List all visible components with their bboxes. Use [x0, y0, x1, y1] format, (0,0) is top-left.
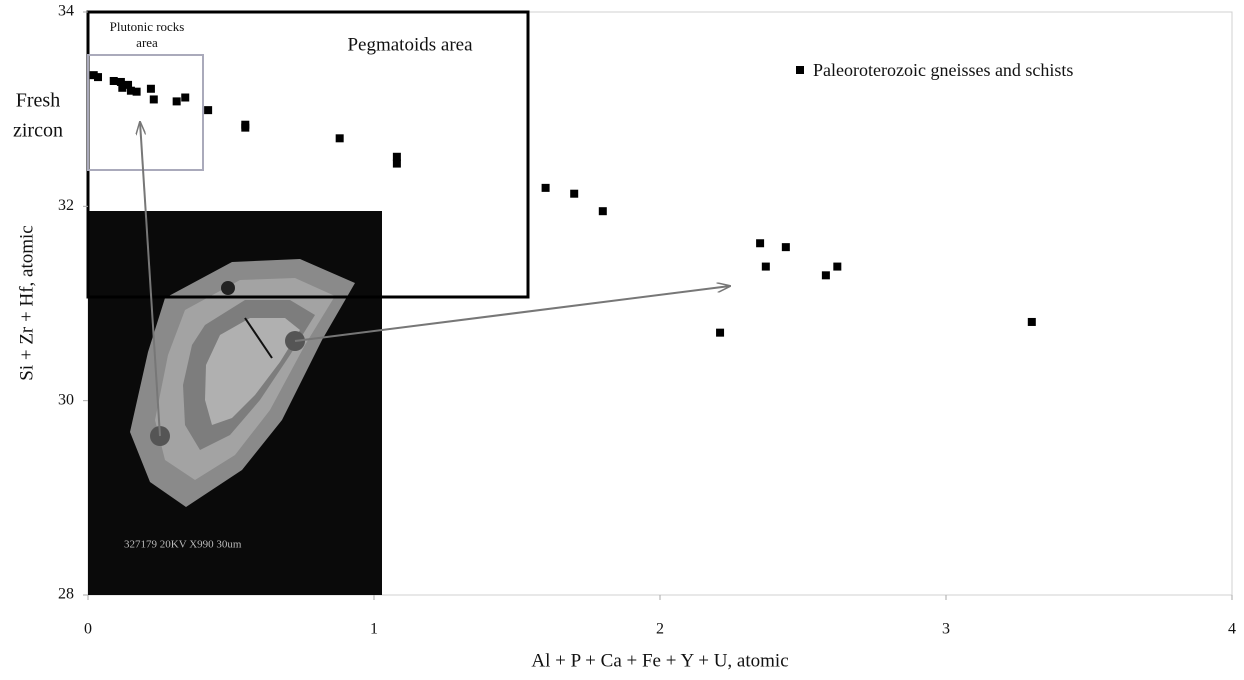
annotation: Plutonic rocks — [110, 19, 185, 34]
point — [181, 93, 190, 102]
annotation: zircon — [13, 120, 63, 142]
point — [89, 71, 98, 80]
arrow — [140, 122, 161, 437]
point — [821, 271, 830, 280]
annotation: Fresh — [16, 90, 60, 112]
point — [781, 243, 790, 252]
point — [126, 86, 135, 95]
point — [132, 87, 141, 96]
point — [541, 183, 550, 192]
annotation: Pegmatoids area — [347, 34, 473, 55]
x-axis-label: Al + P + Ca + Fe + Y + U, atomic — [531, 650, 788, 671]
y-tick-label: 30 — [58, 391, 74, 408]
x-tick-label: 0 — [84, 621, 92, 638]
point — [146, 84, 155, 93]
point — [241, 123, 250, 132]
y-tick-label: 28 — [58, 586, 74, 603]
x-tick-label: 3 — [942, 621, 950, 638]
point — [149, 95, 158, 104]
point — [109, 76, 118, 85]
point — [716, 328, 725, 337]
point — [756, 239, 765, 248]
x-tick-label: 4 — [1228, 621, 1236, 638]
y-axis-label: Si + Zr + Hf, atomic — [16, 225, 37, 380]
point — [598, 207, 607, 216]
plutonic-box — [87, 54, 204, 171]
point — [124, 80, 133, 89]
point — [116, 77, 125, 86]
point — [1027, 317, 1036, 326]
point — [761, 262, 770, 271]
point — [204, 106, 213, 115]
inset-image: 327179 20KV X990 30um — [88, 211, 382, 595]
point — [833, 262, 842, 271]
legend-label: Paleoroterozoic gneisses and schists — [813, 60, 1073, 80]
point — [570, 189, 579, 198]
y-tick-label: 32 — [58, 197, 74, 214]
point — [118, 83, 127, 92]
y-tick-label: 34 — [58, 3, 74, 20]
arrow — [294, 286, 730, 342]
point — [94, 73, 103, 82]
point — [392, 159, 401, 168]
point — [335, 134, 344, 143]
x-tick-label: 2 — [656, 621, 664, 638]
point — [392, 152, 401, 161]
legend-marker — [796, 66, 804, 74]
inset-caption: 327179 20KV X990 30um — [124, 539, 242, 551]
annotation: area — [136, 35, 158, 50]
point — [172, 97, 181, 106]
x-tick-label: 1 — [370, 621, 378, 638]
